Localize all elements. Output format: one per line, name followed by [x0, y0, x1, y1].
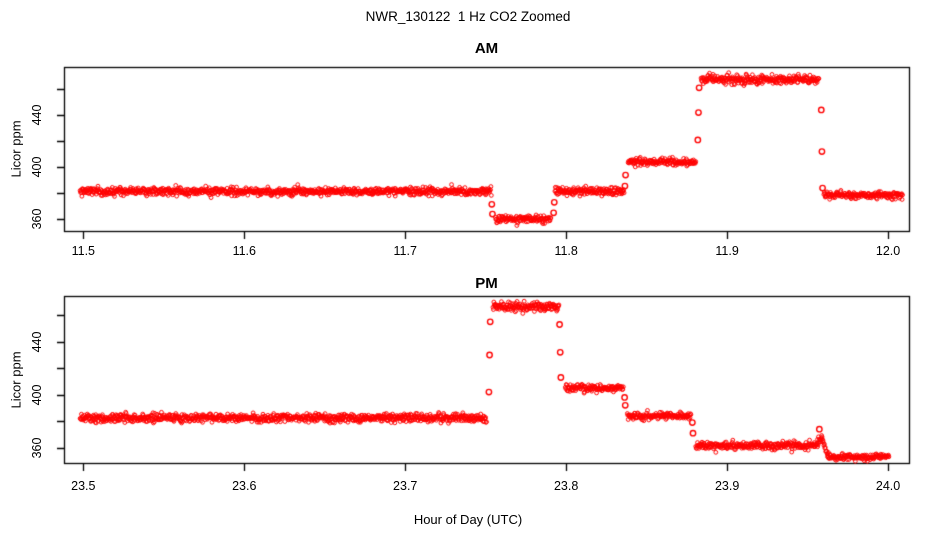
x-tick-label: 11.9 — [715, 244, 739, 258]
y-tick-label: 440 — [30, 104, 44, 126]
x-axis-label: Hour of Day (UTC) — [413, 512, 523, 527]
x-tick-label: 23.6 — [232, 479, 257, 493]
x-tick-label: 12.0 — [875, 244, 901, 258]
am-y-axis-label: Licor ppm — [8, 120, 24, 178]
pm-panel-title: PM — [475, 275, 498, 292]
x-tick-label: 11.8 — [554, 244, 578, 258]
x-tick-label: 24.0 — [875, 479, 901, 493]
y-tick-label: 360 — [30, 437, 44, 459]
pm-y-axis-label: Licor ppm — [8, 351, 24, 409]
x-tick-label: 11.6 — [232, 244, 256, 258]
y-tick-label: 360 — [30, 208, 44, 230]
x-tick-label: 23.5 — [71, 479, 96, 493]
chart-title: NWR_130122 1 Hz CO2 Zoomed — [365, 9, 571, 24]
y-tick-label: 440 — [30, 331, 44, 353]
x-tick-label: 23.8 — [553, 479, 579, 493]
y-tick-label: 400 — [30, 384, 44, 406]
x-tick-label: 11.5 — [71, 244, 96, 258]
x-tick-label: 23.7 — [393, 479, 418, 493]
am-panel-title: AM — [474, 40, 499, 57]
x-tick-label: 23.9 — [714, 479, 740, 493]
x-tick-label: 11.7 — [393, 244, 417, 258]
y-tick-label: 400 — [30, 156, 44, 178]
